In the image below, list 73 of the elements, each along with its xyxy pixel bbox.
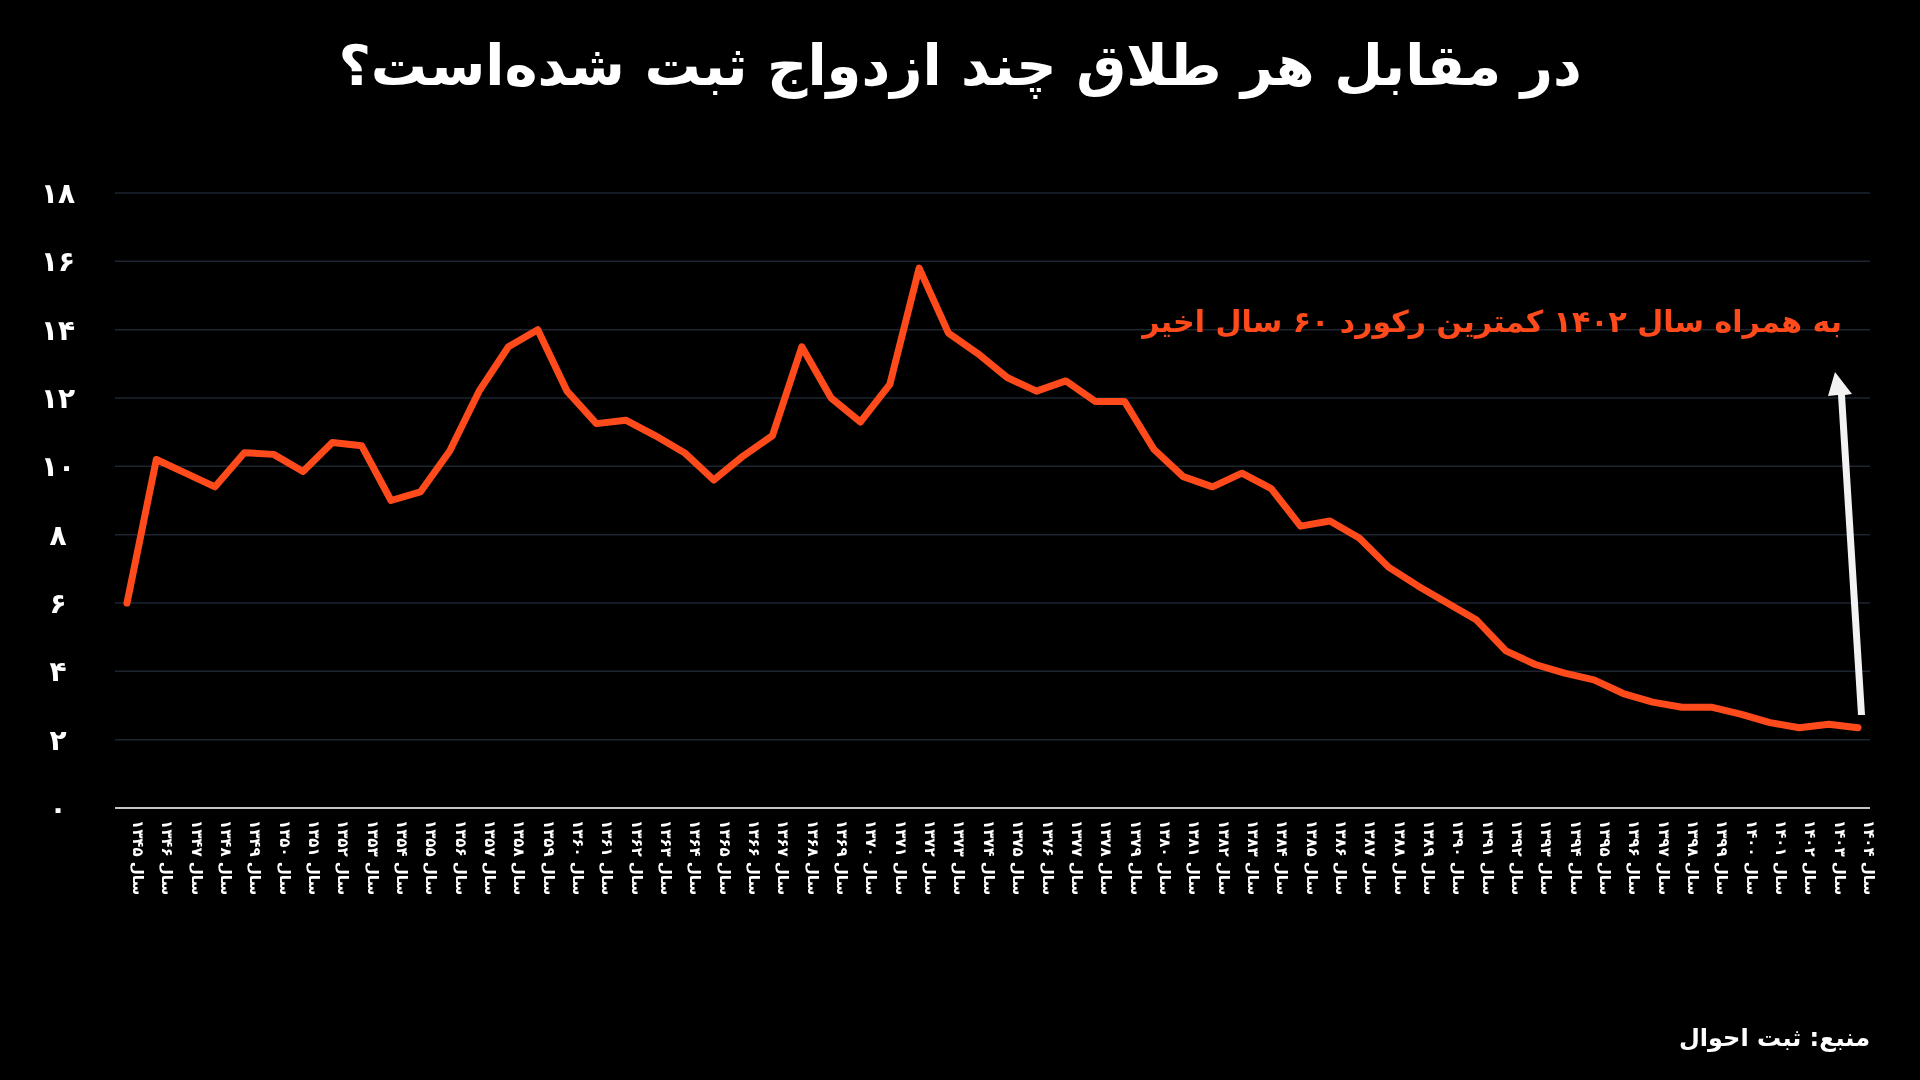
y-tick-label: ۰ [49,792,67,825]
x-tick-label: سال ۱۳۸۷ [1361,820,1380,896]
x-tick-label: سال ۱۳۸۰ [1155,820,1174,896]
x-tick-label: سال ۱۴۰۱ [1771,820,1790,896]
x-tick-label: سال ۱۳۹۱ [1478,820,1497,896]
y-tick-label: ۱۰ [40,450,76,484]
x-tick-label: سال ۱۳۶۲ [627,820,646,896]
x-tick-label: سال ۱۳۶۶ [745,820,764,896]
x-tick-label: سال ۱۳۴۸ [217,820,236,896]
x-tick-label: سال ۱۴۰۲ [1801,820,1820,896]
x-tick-label: سال ۱۳۵۴ [393,820,412,896]
x-tick-label: سال ۱۳۵۶ [451,820,470,896]
x-tick-label: سال ۱۳۸۴ [1273,820,1292,896]
x-tick-label: سال ۱۳۴۶ [158,820,177,896]
x-tick-label: سال ۱۳۷۸ [1097,820,1116,896]
x-tick-label: سال ۱۳۶۹ [833,820,852,896]
y-tick-label: ۴ [49,655,67,689]
x-tick-label: سال ۱۳۵۱ [305,820,324,896]
x-tick-label: سال ۱۳۵۳ [363,820,382,896]
x-tick-label: سال ۱۳۹۹ [1713,820,1732,896]
x-tick-label: سال ۱۳۷۰ [862,820,881,896]
x-tick-label: سال ۱۴۰۰ [1742,820,1761,896]
x-tick-label: سال ۱۳۹۶ [1625,820,1644,896]
x-tick-label: سال ۱۳۹۵ [1595,820,1614,896]
x-tick-label: سال ۱۴۰۴ [1860,820,1878,896]
x-tick-label: سال ۱۳۷۱ [891,820,910,896]
x-tick-label: سال ۱۳۶۷ [774,820,793,896]
text: منبع: ثبت احوال [1679,1024,1870,1052]
y-tick-label: ۱۸ [40,177,76,210]
x-tick-label: سال ۱۳۹۲ [1507,820,1526,896]
x-tick-label: سال ۱۳۸۵ [1302,820,1321,896]
x-tick-label: سال ۱۴۰۳ [1830,820,1849,896]
x-tick-label: سال ۱۳۵۰ [275,820,294,896]
x-tick-label: سال ۱۳۸۱ [1185,820,1204,896]
x-tick-label: سال ۱۳۷۴ [979,820,998,896]
x-tick-label: سال ۱۳۸۸ [1390,820,1409,896]
y-tick-label: ۱۴ [40,313,76,347]
x-tick-label: سال ۱۳۵۷ [481,820,500,896]
x-tick-label: سال ۱۳۹۰ [1449,820,1468,896]
x-tick-label: سال ۱۳۴۵ [129,820,147,896]
x-tick-label: سال ۱۳۵۲ [334,820,353,896]
x-tick-label: سال ۱۳۹۳ [1537,820,1556,896]
x-tick-label: سال ۱۳۸۳ [1243,820,1262,896]
chart-title: در مقابل هر طلاق چند ازدواج ثبت شده‌است؟ [338,33,1582,99]
x-tick-label: سال ۱۳۷۹ [1126,820,1145,896]
x-tick-label: سال ۱۳۸۶ [1331,820,1350,896]
x-tick-label: سال ۱۳۷۳ [950,820,969,896]
x-tick-label: سال ۱۳۷۷ [1067,820,1086,896]
x-tick-label: سال ۱۳۶۱ [598,820,617,896]
x-tick-label: سال ۱۳۶۵ [715,820,734,896]
x-tick-label: سال ۱۳۴۹ [246,820,265,896]
y-tick-label: ۲ [49,723,67,757]
x-tick-label: سال ۱۳۸۲ [1214,820,1233,896]
x-tick-label: سال ۱۳۵۸ [510,820,529,896]
x-tick-label: سال ۱۳۶۸ [803,820,822,896]
x-tick-label: سال ۱۳۶۴ [686,820,705,896]
x-tick-label: سال ۱۳۷۲ [921,820,940,896]
x-tick-label: سال ۱۳۵۵ [422,820,441,896]
x-tick-label: سال ۱۳۸۹ [1419,820,1438,896]
x-tick-label: سال ۱۳۹۷ [1654,820,1673,896]
x-tick-label: سال ۱۳۹۸ [1683,820,1702,896]
y-tick-label: ۱۲ [40,382,76,415]
x-tick-label: سال ۱۳۷۶ [1038,820,1057,896]
x-tick-label: سال ۱۳۶۰ [569,820,588,896]
x-tick-label: سال ۱۳۶۳ [657,820,676,896]
x-tick-label: سال ۱۳۹۴ [1566,820,1585,896]
x-tick-label: سال ۱۳۴۷ [187,820,206,896]
annotation: به همراه سال ۱۴۰۲ کمترین رکورد ۶۰ سال اخیر [1140,304,1842,339]
y-tick-label: ۱۶ [40,245,76,279]
x-tick-label: سال ۱۳۷۵ [1009,820,1028,896]
y-tick-label: ۶ [49,587,67,620]
y-tick-label: ۸ [49,518,67,552]
x-tick-label: سال ۱۳۵۹ [539,820,558,896]
